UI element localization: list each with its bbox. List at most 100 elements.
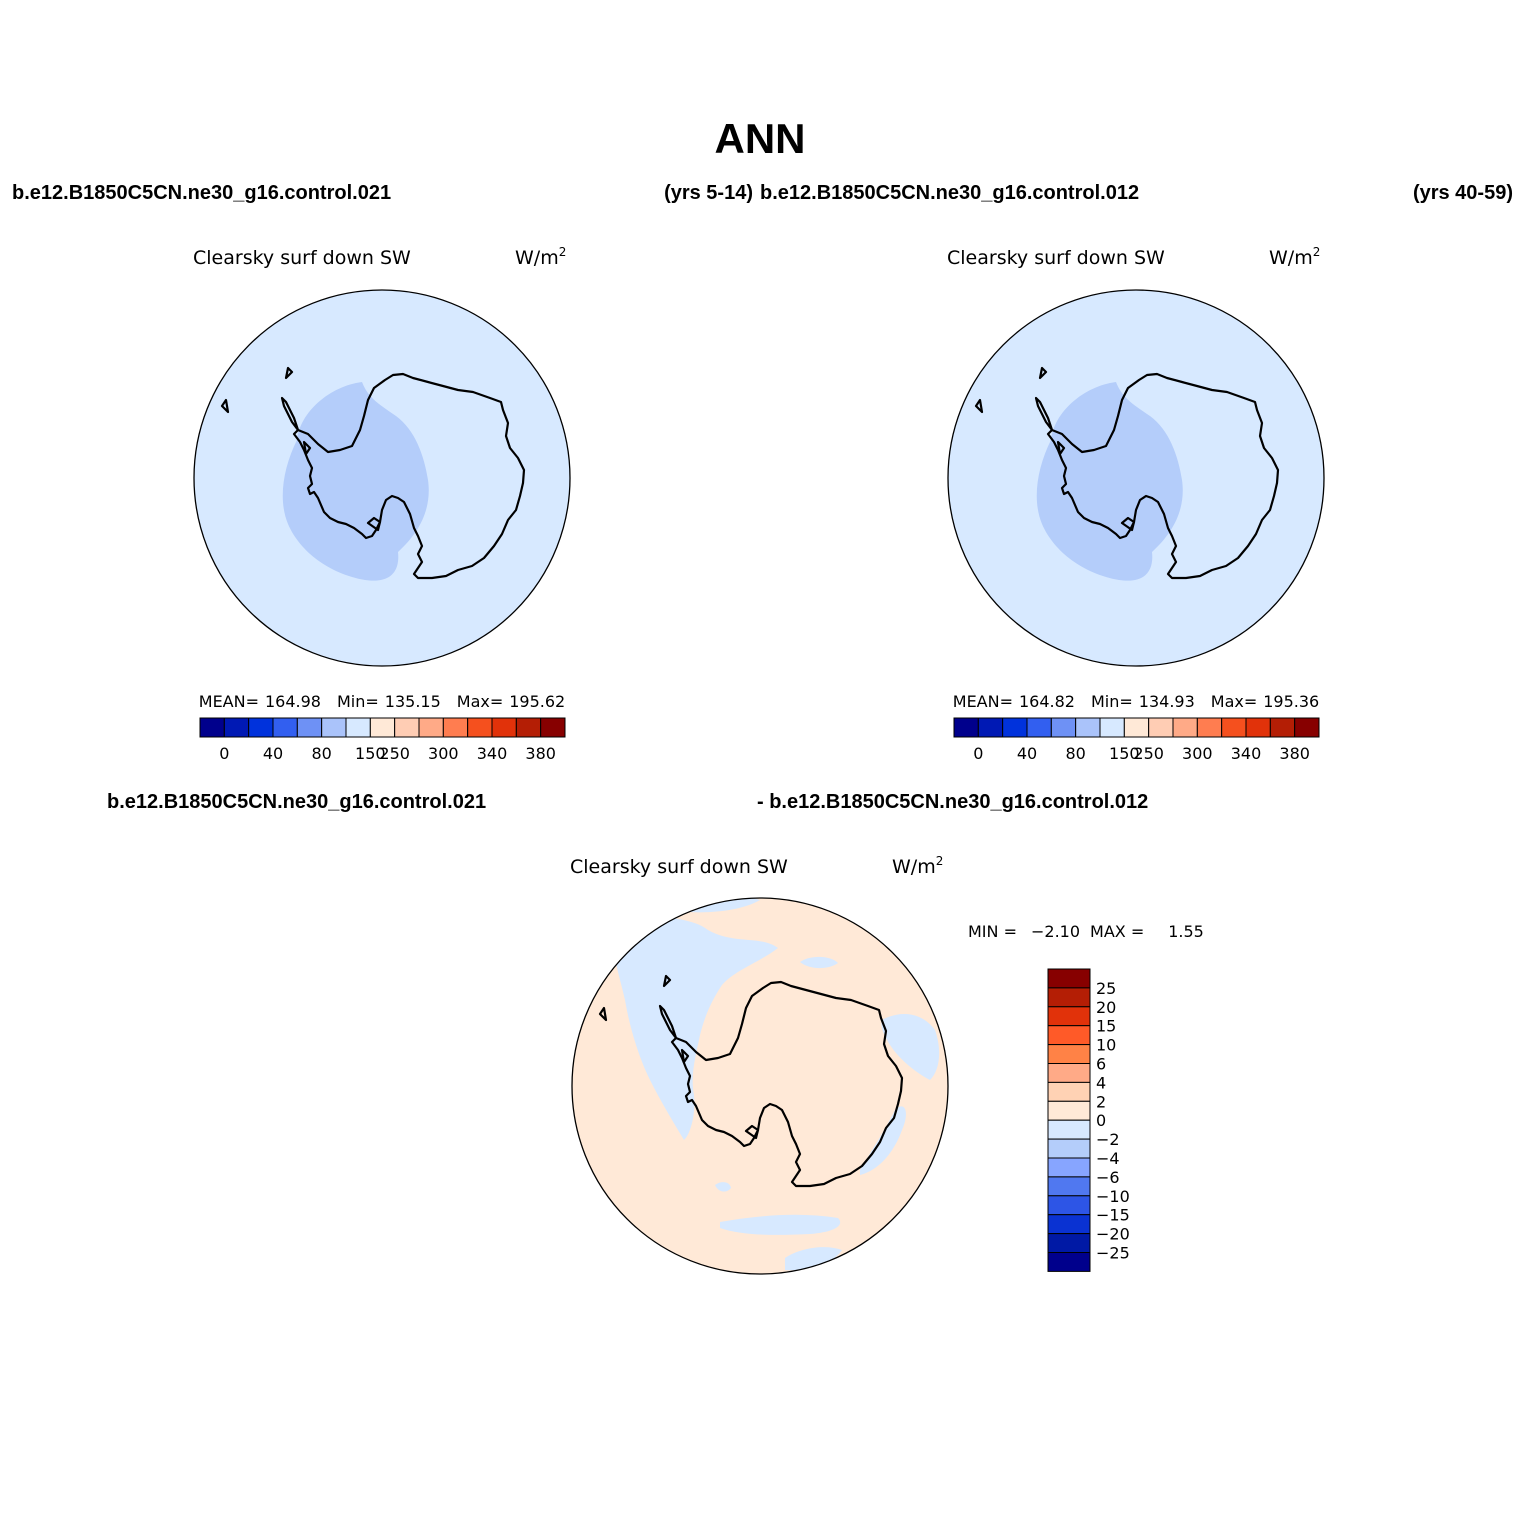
panel-c-colorbar-tick-label: 0 [1096,1111,1106,1130]
panel-a-colorbar-box-4 [296,717,323,738]
panel-c-colorbar-box-13 [1047,1214,1091,1235]
panel-a-colorbar-box-11 [467,717,493,738]
panel-b-colorbar-tick-label: 300 [1182,744,1213,763]
panel-c-colorbar-box-2 [1047,1006,1091,1027]
panel-a-colorbar-box-12 [491,717,517,738]
panel-c-colorbar-tick-label: 25 [1096,979,1116,998]
panel-b-colorbar-box-9 [1172,717,1198,738]
panel-c-colorbar-tick-label: −4 [1096,1149,1120,1168]
panel-b-interior-low-band [1036,382,1183,581]
panel-c-colorbar-box-14 [1047,1233,1091,1253]
panel-b-stats: MEAN= 164.82 Min= 134.93 Max= 195.36 [953,692,1319,711]
panel-a-map-border [193,289,571,667]
panel-b-colorbar-box-1 [977,717,1004,738]
panel-a-colorbar-tick-label: 300 [428,744,459,763]
panel-a-colorbar-box-14 [540,717,566,738]
panel-c-colorbar-box-7 [1047,1100,1091,1121]
panel-b-colorbar [953,717,1320,738]
panel-c-colorbar-tick-label: −10 [1096,1187,1130,1206]
panel-b-colorbar-tick-label: 0 [973,744,983,763]
panel-a-colorbar-box-8 [394,717,420,738]
top-left-case-label: b.e12.B1850C5CN.ne30_g16.control.021 [12,182,391,204]
panel-c-colorbar-box-15 [1047,1252,1091,1272]
panel-difference: Clearsky surf down SW W/m2 MIN = −2.10 MAX… [570,854,1204,1275]
top-left-years-label: (yrs 5-14) [664,182,753,204]
panel-c-colorbar-box-8 [1047,1119,1091,1140]
panel-c-colorbar-tick-label: 15 [1096,1017,1116,1036]
panel-c-colorbar-tick-label: −25 [1096,1244,1130,1263]
panel-a-colorbar-box-10 [442,717,469,738]
panel-a-colorbar-tick-label: 0 [219,744,229,763]
panel-b-colorbar-box-10 [1196,717,1223,738]
panel-c-colorbar-box-3 [1047,1025,1091,1046]
panel-a-colorbar-tick-label: 40 [263,744,283,763]
panel-c-colorbar-tick-label: −15 [1096,1206,1130,1225]
panel-b-colorbar-tick-label: 380 [1279,744,1310,763]
panel-a-colorbar-tick-label: 80 [311,744,331,763]
panel-c-colorbar-tick-label: −20 [1096,1225,1130,1244]
panel-b-colorbar-box-5 [1075,717,1101,738]
panel-b-colorbar-box-8 [1148,717,1174,738]
panel-c-colorbar-tick-label: 20 [1096,998,1116,1017]
panel-b-map [948,290,1324,666]
panel-a-colorbar-box-0 [199,717,225,738]
panel-c-colorbar-box-6 [1047,1081,1091,1102]
panel-c-colorbar-box-4 [1047,1044,1091,1064]
panel-a-stats: MEAN= 164.98 Min= 135.15 Max= 195.62 [199,692,565,711]
panel-a-map [194,290,570,666]
panel-b-colorbar-box-0 [953,717,979,738]
panel-a-colorbar-tick-label: 380 [525,744,556,763]
top-right-case-label: b.e12.B1850C5CN.ne30_g16.control.012 [760,182,1139,204]
panel-b-colorbar-box-12 [1245,717,1271,738]
panel-a-colorbar-box-13 [515,717,542,738]
panel-b-colorbar-tick-label: 40 [1017,744,1037,763]
panel-c-minmax: MIN = −2.10 MAX = 1.55 [968,922,1204,941]
panel-c-colorbar-tick-label: 4 [1096,1073,1106,1092]
panel-c-colorbar-tick-label: 10 [1096,1036,1116,1055]
panel-c-colorbar-tick-label: 6 [1096,1055,1106,1074]
top-right-years-label: (yrs 40-59) [1413,182,1513,204]
panel-top-right: Clearsky surf down SW W/m2 MEAN= 164.82 Mi… [947,245,1325,763]
panel-a-variable-title: Clearsky surf down SW [193,247,411,269]
panel-a-colorbar-box-5 [321,717,347,738]
panel-top-left: Clearsky surf down SW W/m2 MEAN= 164.98 Mi… [193,245,571,763]
panel-c-colorbar-tick-label: −6 [1096,1168,1120,1187]
panel-c-colorbar-box-10 [1047,1157,1091,1178]
panel-b-colorbar-box-13 [1269,717,1296,738]
panel-a-colorbar-box-6 [345,717,371,738]
panel-b-colorbar-tick-label: 150 [1109,744,1140,763]
panel-a-interior-low-band [282,382,429,581]
panel-b-units: W/m2 [1269,245,1320,269]
panel-a-colorbar-box-1 [223,717,250,738]
panel-c-colorbar-box-12 [1047,1195,1091,1216]
panel-b-colorbar-box-4 [1050,717,1077,738]
panel-c-colorbar-box-5 [1047,1063,1091,1083]
panel-c-colorbar-tick-label: −2 [1096,1130,1120,1149]
panel-a-colorbar-tick-label: 250 [379,744,410,763]
panel-c-colorbar-tick-label: 2 [1096,1092,1106,1111]
panel-b-colorbar-box-11 [1221,717,1247,738]
panel-a-colorbar-tick-label: 340 [477,744,508,763]
panel-b-colorbar-box-2 [1002,717,1028,738]
panel-b-colorbar-tick-label: 80 [1065,744,1085,763]
panel-a-colorbar-box-2 [248,717,274,738]
panel-b-colorbar-box-3 [1026,717,1052,738]
figure-title: ANN [715,115,806,162]
panel-c-colorbar [1047,968,1091,1272]
diff-case-a-label: b.e12.B1850C5CN.ne30_g16.control.021 [107,791,486,813]
panel-c-colorbar-box-9 [1047,1138,1091,1159]
panel-b-colorbar-box-6 [1099,717,1125,738]
panel-c-colorbar-box-0 [1047,968,1091,989]
panel-a-colorbar [199,717,566,738]
panel-a-colorbar-box-3 [272,717,298,738]
panel-c-variable-title: Clearsky surf down SW [570,856,788,878]
panel-b-colorbar-box-14 [1294,717,1320,738]
panel-c-map [572,898,948,1274]
panel-b-variable-title: Clearsky surf down SW [947,247,1165,269]
panel-c-units: W/m2 [892,854,943,878]
panel-b-colorbar-box-7 [1123,717,1150,738]
panel-c-colorbar-box-1 [1047,987,1091,1008]
